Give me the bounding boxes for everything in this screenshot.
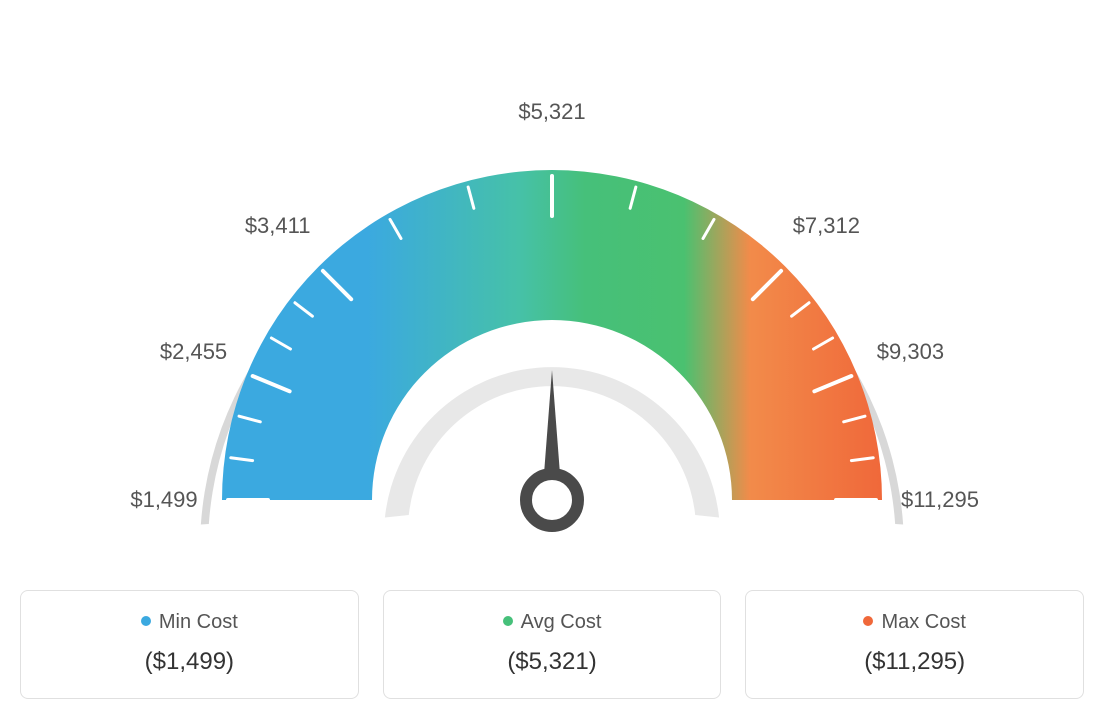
- summary-cards: Min Cost ($1,499) Avg Cost ($5,321) Max …: [20, 590, 1084, 699]
- min-cost-value: ($1,499): [45, 648, 334, 676]
- cost-gauge: $1,499 $2,455 $3,411 $5,321 $7,312 $9,303 $11,…: [20, 40, 1084, 560]
- avg-cost-label: Avg Cost: [521, 611, 602, 633]
- gauge-tick-label: $7,312: [793, 213, 860, 239]
- min-cost-label: Min Cost: [159, 611, 238, 633]
- gauge-tick-label: $5,321: [518, 99, 585, 125]
- avg-dot: [503, 616, 513, 626]
- min-dot: [141, 616, 151, 626]
- gauge-tick-label: $2,455: [160, 339, 227, 365]
- min-cost-card: Min Cost ($1,499): [20, 590, 359, 699]
- gauge-tick-label: $11,295: [901, 487, 979, 513]
- max-cost-value: ($11,295): [770, 648, 1059, 676]
- gauge-tick-label: $1,499: [130, 487, 197, 513]
- avg-cost-title: Avg Cost: [408, 611, 697, 634]
- min-cost-title: Min Cost: [45, 611, 334, 634]
- max-cost-card: Max Cost ($11,295): [745, 590, 1084, 699]
- max-cost-title: Max Cost: [770, 611, 1059, 634]
- gauge-tick-label: $9,303: [877, 339, 944, 365]
- gauge-hub: [526, 474, 578, 526]
- avg-cost-value: ($5,321): [408, 648, 697, 676]
- gauge-tick-label: $3,411: [245, 213, 311, 239]
- max-dot: [863, 616, 873, 626]
- avg-cost-card: Avg Cost ($5,321): [383, 590, 722, 699]
- max-cost-label: Max Cost: [881, 611, 965, 633]
